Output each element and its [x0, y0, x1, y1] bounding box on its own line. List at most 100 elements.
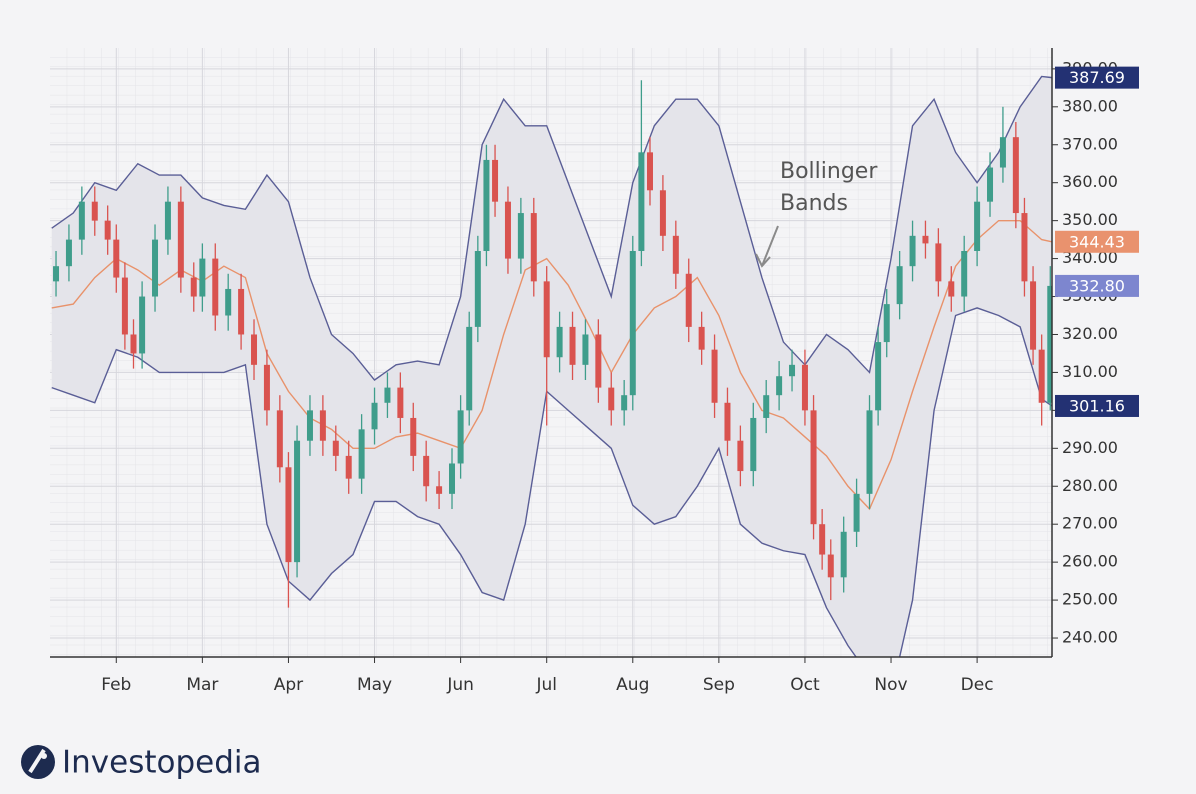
candle-body [685, 273, 692, 327]
candle-body [492, 159, 499, 202]
candle-body [750, 417, 757, 472]
candle-body [164, 201, 171, 240]
candle-body [294, 440, 301, 563]
candle-body [139, 296, 146, 354]
candle-body [922, 235, 929, 244]
x-tick-label: Oct [790, 675, 820, 695]
candle-body [827, 554, 834, 578]
candle-body [65, 239, 72, 267]
logo: Investopedia [62, 745, 262, 781]
candle-body [737, 440, 744, 472]
candle-body [638, 152, 645, 251]
y-tick-label: 240.00 [1062, 628, 1118, 647]
candle-body [457, 410, 464, 464]
candle-body [974, 201, 981, 251]
price-label-box [1055, 394, 1139, 417]
candle-body [987, 167, 994, 202]
candle-body [190, 277, 197, 297]
price-label: 332.80 [1069, 276, 1125, 295]
candle-body [152, 239, 159, 297]
candle-body [1012, 137, 1019, 214]
candle-body [319, 410, 326, 441]
x-tick-label: Nov [874, 675, 907, 695]
candle-body [948, 281, 955, 297]
candle-body [595, 334, 602, 388]
plot [51, 75, 1052, 657]
candle-body [659, 190, 666, 236]
logo-icon [21, 745, 55, 779]
x-tick-label: Jul [535, 675, 557, 695]
candle-body [866, 410, 873, 494]
y-tick-label: 370.00 [1062, 134, 1118, 153]
candle-body [724, 402, 731, 441]
band-line [51, 307, 1052, 657]
x-tick-label: May [357, 675, 392, 695]
candle-body [504, 201, 511, 259]
candle-body [121, 277, 128, 335]
candle-body [896, 266, 903, 305]
candle-body [212, 258, 219, 316]
candle-body [423, 455, 430, 487]
x-tick-label: Sep [703, 675, 735, 695]
price-label-box [1055, 274, 1139, 297]
candle-body [91, 201, 98, 221]
candle-body [397, 387, 404, 418]
candle-body [909, 235, 916, 267]
candle-body [840, 531, 847, 578]
price-label-box [1055, 66, 1139, 89]
candle-body [543, 281, 550, 358]
y-tick-label: 290.00 [1062, 438, 1118, 457]
y-tick-label: 250.00 [1062, 590, 1118, 609]
candle-body [1047, 285, 1052, 403]
candle-body [371, 402, 378, 430]
candle-body [332, 440, 339, 456]
candle-body [436, 486, 443, 494]
candle-body [466, 326, 473, 411]
candle-body [999, 137, 1006, 168]
candle-body [1030, 281, 1037, 350]
candle-body [569, 326, 576, 365]
annotation-arrow [755, 225, 779, 268]
candle-body [113, 239, 120, 278]
candle-body [474, 251, 481, 327]
candle-body [883, 304, 890, 343]
candle-body [819, 524, 826, 555]
y-tick-label: 360.00 [1062, 172, 1118, 191]
candle-body [225, 288, 232, 316]
candle-body [78, 201, 85, 240]
candle-body [104, 220, 111, 240]
candle-body [711, 349, 718, 403]
y-tick-label: 280.00 [1062, 476, 1118, 495]
band-line [51, 219, 1052, 511]
candle-body [763, 395, 770, 418]
candle-body [1038, 349, 1045, 403]
candle-body [698, 326, 705, 350]
candle-body [621, 395, 628, 411]
candle-body [449, 463, 456, 494]
candle-body [530, 213, 537, 282]
price-label-box [1055, 230, 1139, 253]
candle-body [177, 201, 184, 278]
candle-body [410, 417, 417, 456]
candle-body [875, 342, 882, 411]
axes: 240.00250.00260.00270.00280.00290.00300.… [101, 58, 1139, 695]
candle-body [646, 152, 653, 191]
price-label: 344.43 [1069, 232, 1125, 251]
y-tick-label: 350.00 [1062, 210, 1118, 229]
candle-body [517, 213, 524, 259]
candle-body [263, 364, 270, 411]
y-tick-label: 320.00 [1062, 324, 1118, 343]
candle-body [672, 235, 679, 274]
y-tick-label: 270.00 [1062, 514, 1118, 533]
band-fill [51, 76, 1052, 657]
candle-body [251, 334, 258, 365]
x-tick-label: Mar [186, 675, 218, 695]
candle-body [935, 243, 942, 282]
candle-body [853, 493, 860, 532]
candle-body [810, 410, 817, 525]
y-tick-label: 340.00 [1062, 248, 1118, 267]
y-tick-label: 260.00 [1062, 552, 1118, 571]
candle-body [1021, 213, 1028, 282]
candle-body [345, 455, 352, 479]
